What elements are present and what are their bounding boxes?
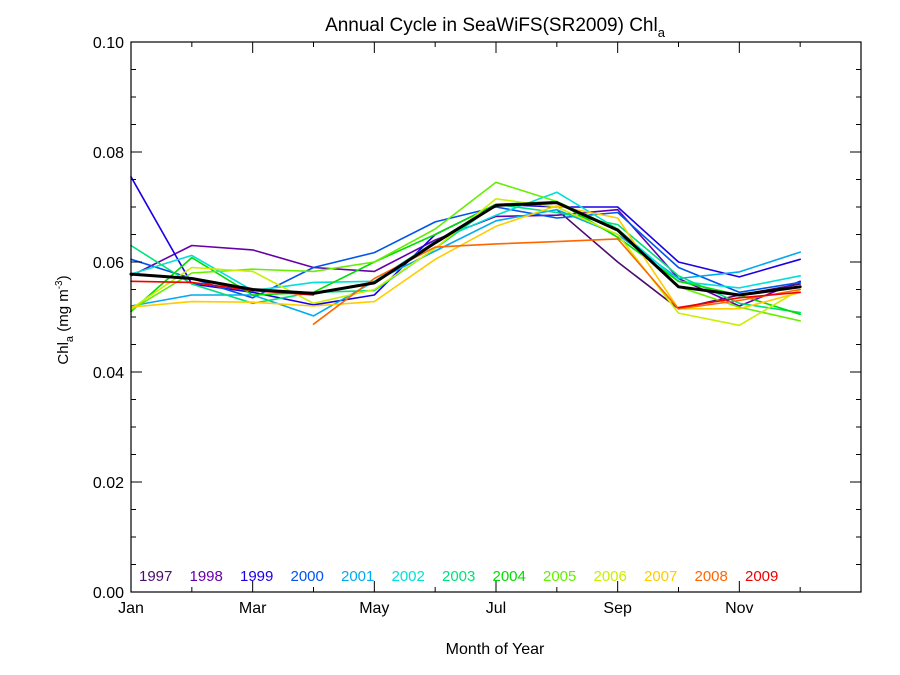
series-line-2005 — [130, 181, 801, 322]
chart-title: Annual Cycle in SeaWiFS(SR2009) Chla — [325, 15, 666, 40]
x-tick-label: Jan — [118, 600, 144, 617]
series-line-2001 — [130, 208, 801, 317]
y-tick-label: 0.00 — [93, 585, 124, 602]
plot-frame — [130, 41, 862, 593]
legend-entry-2007: 2007 — [644, 568, 677, 585]
chart-title-main: Annual Cycle in SeaWiFS(SR2009) Chl — [325, 15, 658, 36]
y-tick-label: 0.06 — [93, 255, 124, 272]
legend-entry-2004: 2004 — [493, 568, 526, 585]
x-tick-label: Mar — [239, 600, 267, 617]
x-tick-label: Sep — [603, 600, 632, 617]
y-tick-label: 0.04 — [93, 365, 124, 382]
series-line-mean — [129, 201, 802, 297]
legend-entry-1997: 1997 — [139, 568, 172, 585]
legend-entry-2005: 2005 — [543, 568, 576, 585]
legend-entry-2002: 2002 — [392, 568, 425, 585]
legend-entry-1998: 1998 — [190, 568, 223, 585]
series-line-2003 — [130, 203, 801, 314]
plot-lines — [129, 176, 802, 327]
axis-tick-labels: 0.00 0.02 0.04 0.06 0.08 0.10 Jan Mar May Jul Sep N… — [93, 35, 754, 617]
legend: 1997 1998 1999 2000 2001 2002 2003 2004 2005 2006… — [139, 568, 778, 585]
y-axis-label-sup: -3 — [54, 280, 65, 289]
y-axis-label-close: ) — [55, 275, 72, 280]
x-tick-label: Nov — [725, 600, 753, 617]
legend-entry-2009: 2009 — [745, 568, 778, 585]
legend-entry-2003: 2003 — [442, 568, 475, 585]
y-tick-label: 0.08 — [93, 145, 124, 162]
y-axis-label-unit: (mg m — [55, 289, 72, 336]
legend-entry-1999: 1999 — [240, 568, 273, 585]
series-line-2002 — [130, 191, 801, 292]
legend-entry-2008: 2008 — [695, 568, 728, 585]
legend-entry-2001: 2001 — [341, 568, 374, 585]
axis-ticks — [130, 41, 862, 593]
legend-entry-2000: 2000 — [291, 568, 324, 585]
x-tick-label: Jul — [486, 600, 506, 617]
chart-title-sub: a — [658, 25, 666, 40]
y-axis-label-main: Chl — [55, 342, 72, 365]
y-tick-label: 0.10 — [93, 35, 124, 52]
y-axis-label-sub: a — [64, 335, 76, 342]
legend-entry-2006: 2006 — [594, 568, 627, 585]
series-line-2007 — [130, 205, 801, 310]
x-tick-label: May — [359, 600, 389, 617]
x-axis-label: Month of Year — [446, 641, 545, 658]
y-axis-label: Chla (mg m-3) — [54, 275, 76, 364]
y-tick-label: 0.02 — [93, 475, 124, 492]
